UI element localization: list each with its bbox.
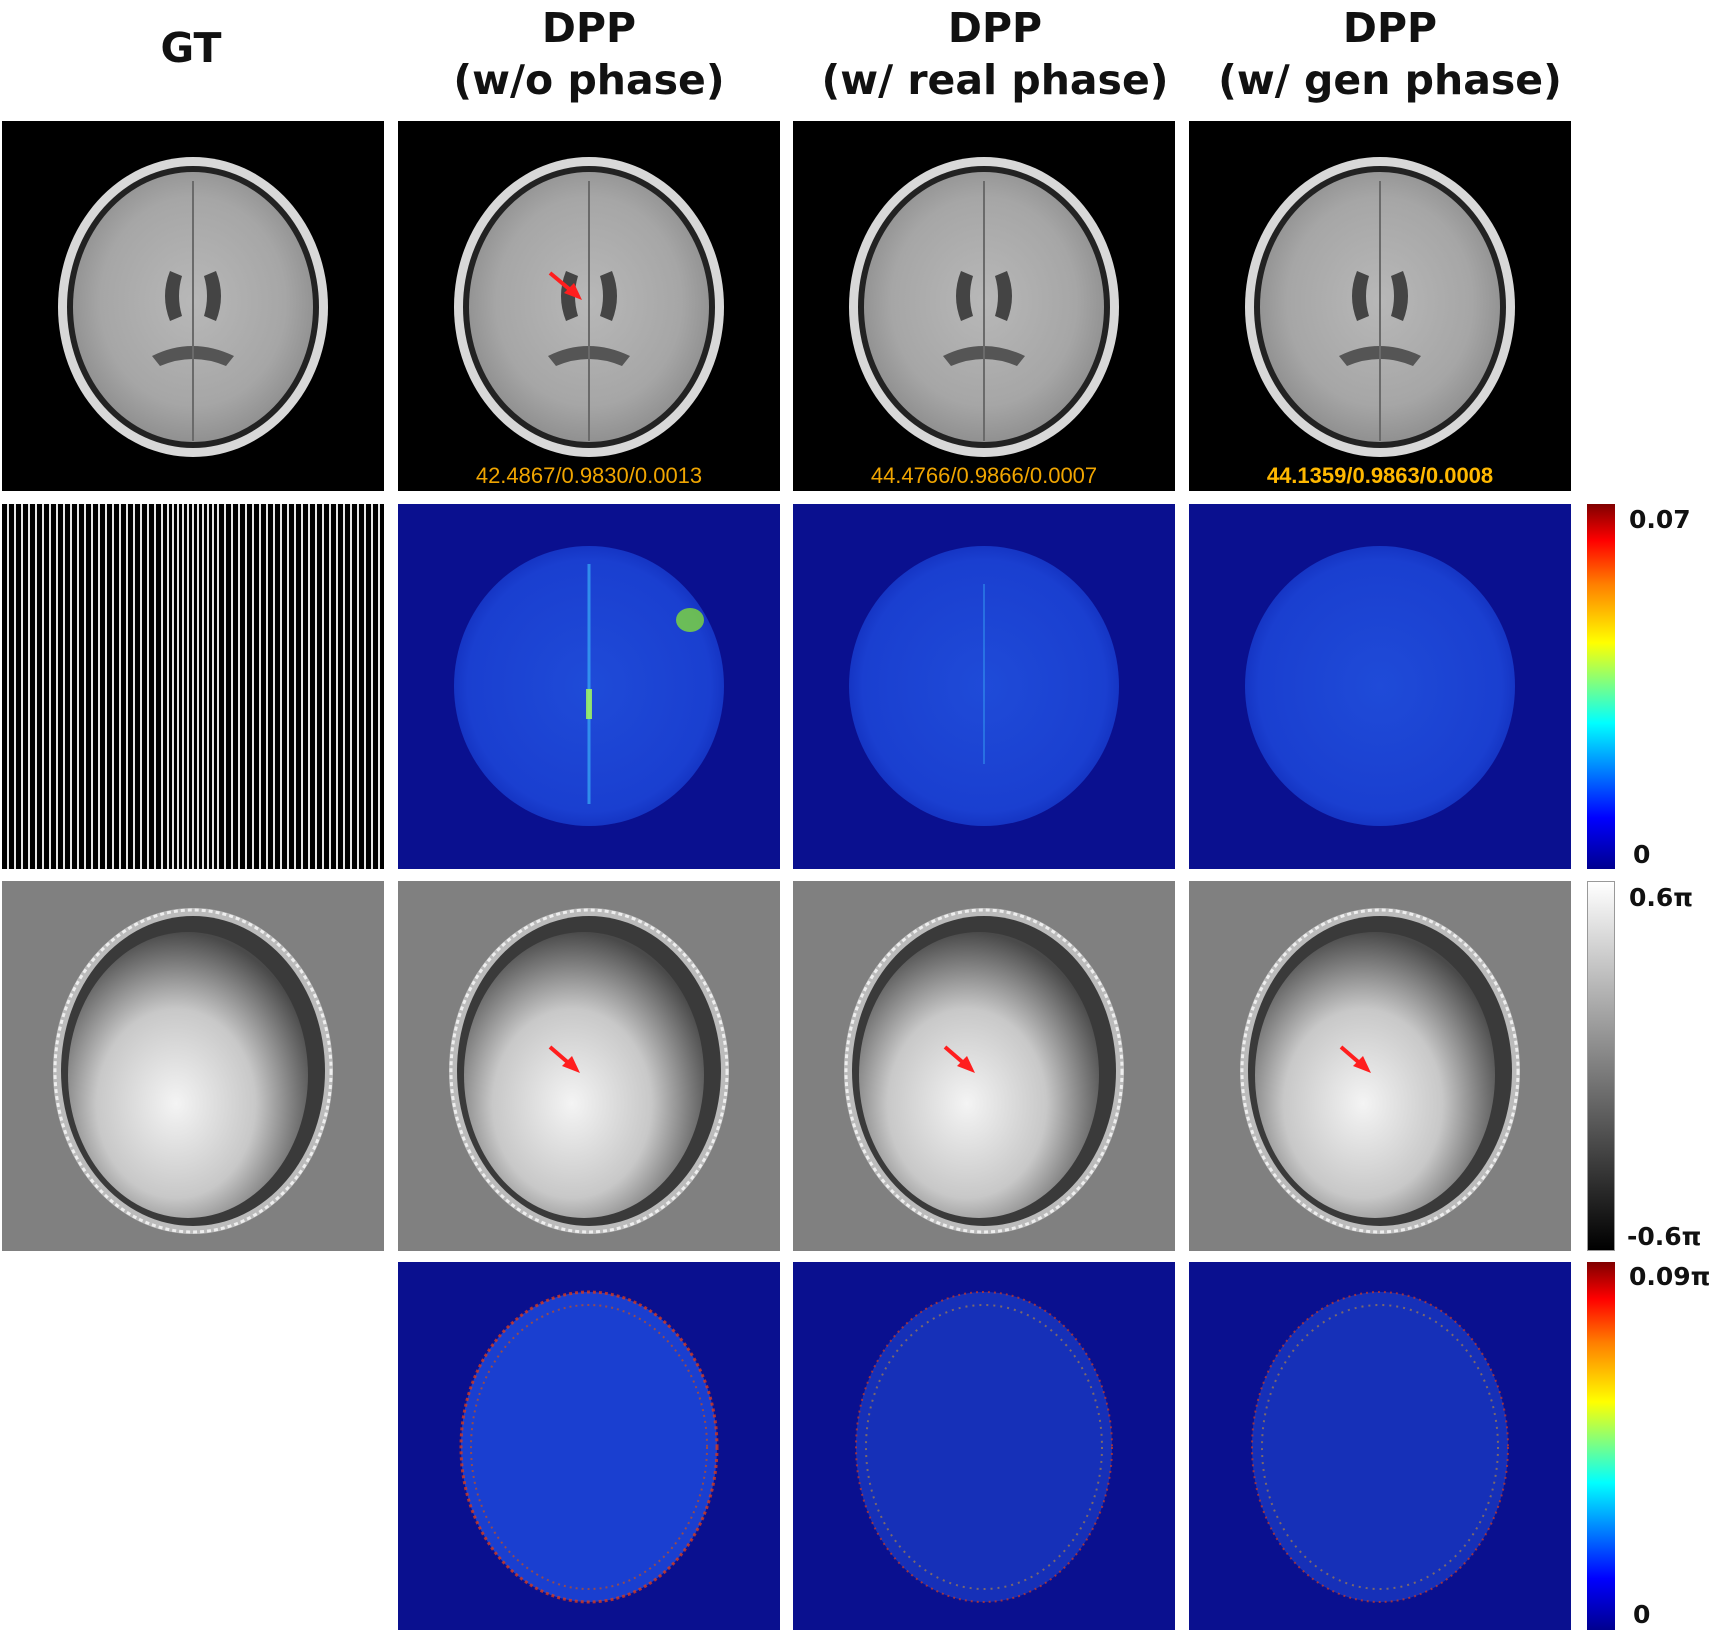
dpp-wo-phase-phase-error-map [398, 1262, 780, 1630]
header-gt: GT [0, 22, 382, 74]
gt-phase-image [2, 881, 384, 1251]
sampling-mask-image [2, 504, 384, 869]
header-title: DPP [947, 4, 1043, 52]
metric-label: 42.4867/0.9830/0.0013 [475, 463, 703, 488]
red-arrow-icon [1339, 1045, 1371, 1073]
dpp-real-phase-phase-image [793, 881, 1175, 1251]
dpp-gen-phase-magnitude-error-map [1189, 504, 1571, 869]
red-arrow-icon [943, 1045, 975, 1073]
header-dpp-gen-phase: DPP (w/ gen phase) [1180, 2, 1600, 106]
dpp-gen-phase-phase-error-map [1189, 1262, 1571, 1630]
dpp-wo-phase-phase-image [398, 881, 780, 1251]
dpp-gen-phase-phase-image [1189, 881, 1571, 1251]
dpp-wo-phase-magnitude-error-map [398, 504, 780, 869]
header-dpp-wo-phase: DPP (w/o phase) [398, 2, 780, 106]
red-arrow-icon [548, 1045, 580, 1073]
header-subtitle: (w/ gen phase) [1218, 56, 1562, 104]
header-subtitle: (w/ real phase) [821, 56, 1169, 104]
dpp-wo-phase-magnitude-image: 42.4867/0.9830/0.0013 [398, 121, 780, 491]
magnitude-error-colorbar-max: 0.07 [1629, 505, 1691, 534]
dpp-real-phase-phase-error-map [793, 1262, 1175, 1630]
dpp-real-phase-magnitude-image: 44.4766/0.9866/0.0007 [793, 121, 1175, 491]
red-arrow-icon [548, 271, 582, 300]
header-title: DPP [1342, 4, 1438, 52]
magnitude-error-colorbar [1587, 504, 1615, 869]
header-title: DPP [541, 4, 637, 52]
dpp-gen-phase-magnitude-image: 44.1359/0.9863/0.0008 [1189, 121, 1571, 491]
phase-error-colorbar-max: 0.09π [1629, 1262, 1711, 1291]
dpp-real-phase-magnitude-error-map [793, 504, 1175, 869]
phase-error-colorbar-min: 0 [1633, 1600, 1651, 1629]
metric-label-best: 44.1359/0.9863/0.0008 [1266, 463, 1494, 488]
phase-error-colorbar [1587, 1262, 1615, 1630]
phase-colorbar [1587, 881, 1615, 1251]
header-gt-title: GT [160, 24, 222, 72]
metric-label: 44.4766/0.9866/0.0007 [870, 463, 1098, 488]
phase-colorbar-max: 0.6π [1629, 883, 1694, 912]
magnitude-error-colorbar-min: 0 [1633, 840, 1651, 869]
header-dpp-real-phase: DPP (w/ real phase) [785, 2, 1205, 106]
header-subtitle: (w/o phase) [453, 56, 725, 104]
phase-colorbar-min: -0.6π [1627, 1222, 1702, 1251]
gt-magnitude-image [2, 121, 384, 491]
